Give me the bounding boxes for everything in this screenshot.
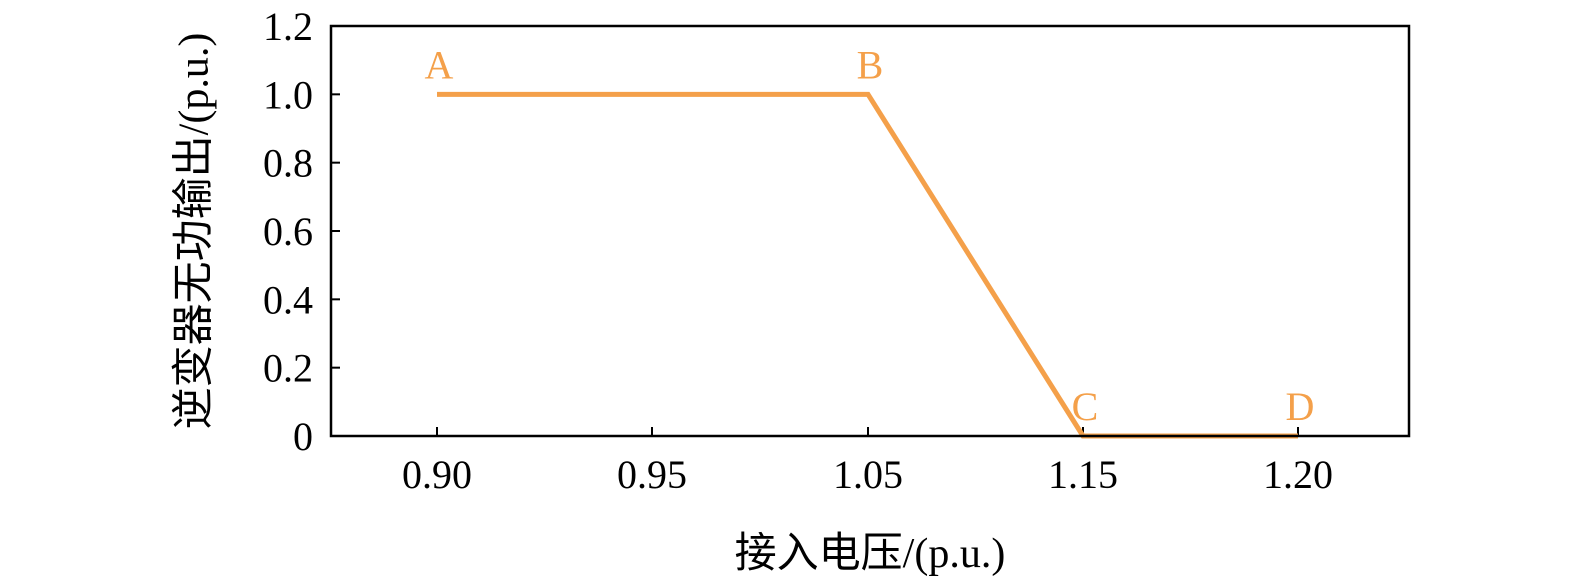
x-axis-title: 接入电压/(p.u.): [735, 531, 1006, 577]
x-tick-label: 1.20: [1263, 452, 1333, 497]
ticks-layer: 0.90 0.95 1.05 1.15 1.20 0 0.2 0.4 0.6 0.8 1.0 1.2: [263, 4, 1333, 497]
x-tick-label: 1.05: [833, 452, 903, 497]
y-axis-title: 逆变器无功输出/(p.u.): [171, 33, 218, 430]
point-label-d: D: [1286, 384, 1315, 429]
point-label-b: B: [857, 42, 884, 87]
series-layer: [437, 91, 1298, 439]
y-tick-label: 0.6: [263, 209, 313, 254]
x-tick-label: 0.90: [402, 452, 472, 497]
x-tick-label: 1.15: [1048, 452, 1118, 497]
y-tick-label: 1.2: [263, 4, 313, 49]
point-labels-layer: A B C D: [425, 42, 1315, 429]
plot-frame: [329, 24, 1411, 438]
point-label-a: A: [425, 42, 454, 87]
y-tick-label: 0.4: [263, 277, 313, 322]
x-tick-label: 0.95: [617, 452, 687, 497]
y-tick-label: 0.2: [263, 346, 313, 391]
point-label-c: C: [1072, 384, 1099, 429]
series-line: [437, 91, 1298, 439]
y-tick-label: 1.0: [263, 72, 313, 117]
y-tick-label: 0.8: [263, 141, 313, 186]
y-tick-label: 0: [293, 414, 313, 459]
